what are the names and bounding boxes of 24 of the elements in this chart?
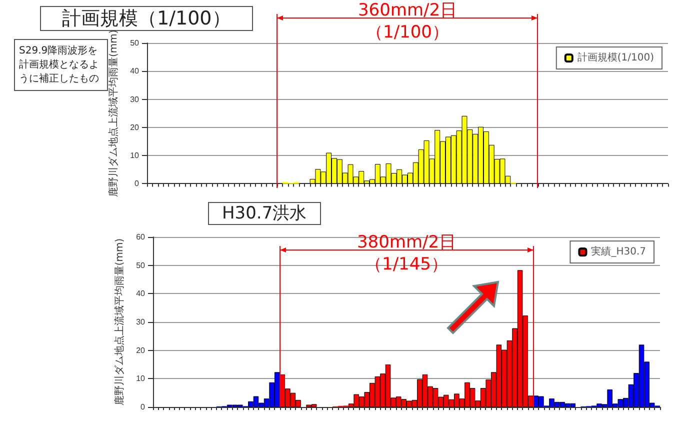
y-tick-label: 10 [136, 374, 146, 384]
y-tick-label: 20 [136, 346, 146, 355]
y-tick-label: 0 [140, 402, 146, 412]
y-axis-title: 鹿野川ダム地点上流域平均雨量(mm) [108, 30, 120, 198]
annotation: 380mm/2日 [356, 232, 456, 252]
y-tick-label: 20 [130, 122, 140, 132]
y-tick-label: 50 [136, 260, 146, 270]
text: S29.9降雨波形を計画規模となるように補正したもの [19, 44, 99, 84]
y-tick-label: 40 [136, 289, 146, 298]
legend-label: 実績_H30.7 [591, 246, 646, 258]
y-axis-title: 鹿野川ダム地点上流域平均雨量(mm) [114, 238, 126, 406]
legend-label: 計画規模(1/100) [577, 52, 654, 64]
y-tick-label: 40 [130, 66, 140, 76]
text: （1/100） [366, 22, 449, 42]
y-tick-label: 30 [130, 94, 140, 104]
text: 360mm/2日 [358, 0, 458, 20]
annotation: （1/145） [365, 254, 448, 274]
chart-title: H30.7洪水 [222, 204, 307, 224]
y-tick-label: 60 [136, 232, 146, 242]
y-tick-label: 0 [134, 179, 140, 188]
y-tick-label: 10 [130, 151, 140, 160]
y-tick-label: 30 [136, 318, 146, 326]
chart-title: 計画規模（1/100） [62, 8, 231, 30]
y-tick-label: 50 [130, 38, 140, 48]
